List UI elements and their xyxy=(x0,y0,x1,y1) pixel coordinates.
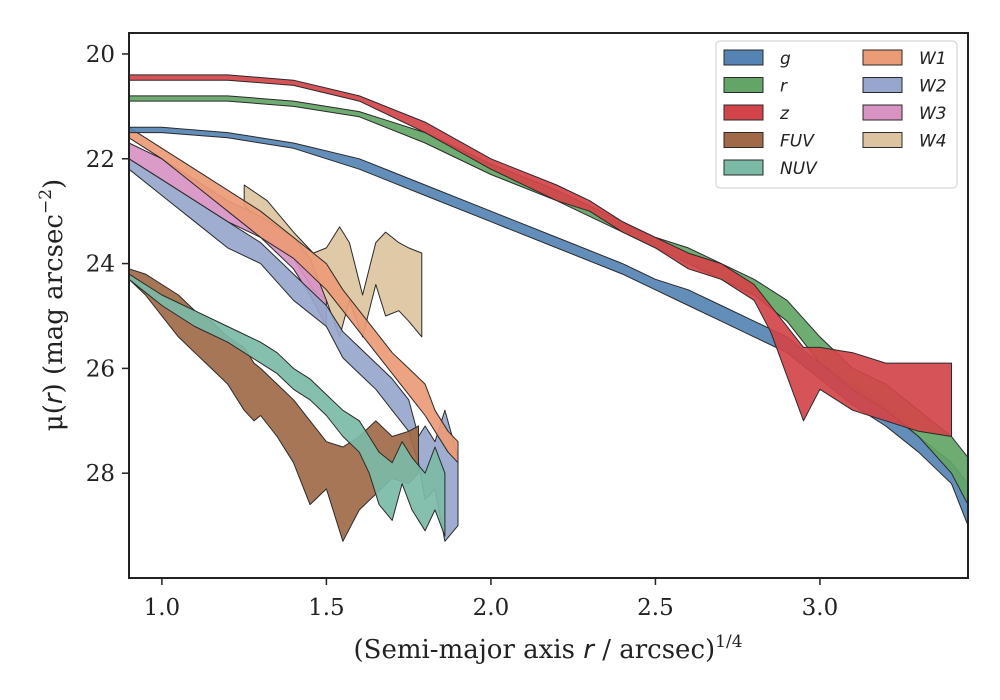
y-tick-label: 26 xyxy=(86,356,115,382)
legend-label-g: g xyxy=(780,49,791,69)
series-band-nuv xyxy=(128,273,446,537)
x-tick-label: 2.0 xyxy=(473,595,510,621)
legend-label-nuv: NUV xyxy=(780,159,818,179)
legend-swatch-nuv xyxy=(723,159,764,176)
legend-swatch-g xyxy=(723,49,764,66)
x-tick-label: 1.0 xyxy=(144,595,181,621)
legend-label-w4: W4 xyxy=(919,132,947,152)
x-tick-label: 1.5 xyxy=(308,595,345,621)
legend-swatch-z xyxy=(723,104,764,121)
x-axis-label: (Semi-major axis r / arcsec)1/4 xyxy=(353,632,742,665)
y-axis-label: μ(r) (mag arcsec−2) xyxy=(36,179,69,431)
plot-frame xyxy=(128,32,969,579)
legend: grz FUV NUV W1 W2 W3 W4 xyxy=(715,40,958,189)
series-layer xyxy=(128,74,969,542)
y-tick-label: 22 xyxy=(86,147,115,173)
legend-label-w1: W1 xyxy=(919,49,947,69)
legend-swatch-fuv xyxy=(723,132,764,148)
y-tick-label: 28 xyxy=(86,461,115,487)
legend-swatch-w3 xyxy=(862,104,903,121)
series-band-w2 xyxy=(128,158,459,542)
legend-swatch-w1 xyxy=(862,49,903,66)
series-band-w1 xyxy=(128,126,459,464)
legend-swatch-w2 xyxy=(862,77,903,93)
x-tick-label: 2.5 xyxy=(637,595,674,621)
y-tick-label: 24 xyxy=(86,252,115,278)
legend-label-w3: W3 xyxy=(919,104,947,124)
x-tick-label: 3.0 xyxy=(802,595,839,621)
legend-swatch-r xyxy=(723,77,764,93)
legend-label-fuv: FUV xyxy=(780,132,815,152)
legend-label-r: r xyxy=(780,77,788,97)
axes-layer: 1.0 1.5 2.0 2.5 3.0 20 22 24 26 28 xyxy=(86,32,969,621)
legend-swatch-w4 xyxy=(862,132,903,148)
series-band-z xyxy=(128,74,952,437)
legend-label-z: z xyxy=(779,104,790,124)
y-tick-label: 20 xyxy=(86,42,115,68)
legend-label-w2: W2 xyxy=(919,77,947,97)
